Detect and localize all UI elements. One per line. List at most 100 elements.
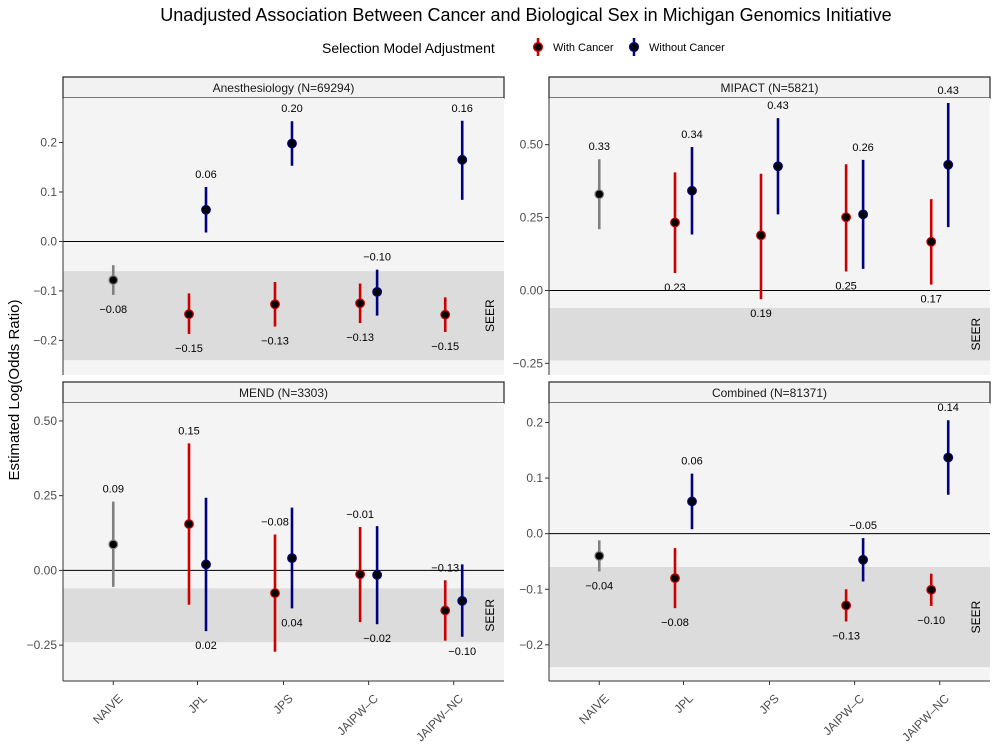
seer-band bbox=[549, 567, 990, 668]
legend-label-without-cancer: Without Cancer bbox=[649, 42, 725, 54]
seer-band bbox=[549, 307, 990, 361]
x-tick-label-jaipw-nc: JAIPW–NC bbox=[413, 691, 466, 744]
value-label-naive-naive: 0.09 bbox=[103, 484, 124, 496]
value-label-naive-naive: −0.08 bbox=[99, 304, 127, 316]
facet-strip-label: Anesthesiology (N=69294) bbox=[213, 81, 355, 95]
point-jaipw-c-with-cancer bbox=[841, 600, 852, 611]
value-label-naive-naive: −0.04 bbox=[585, 580, 613, 592]
x-tick-label-jpl: JPL bbox=[671, 691, 696, 716]
legend-key-without-cancer bbox=[628, 38, 640, 56]
facet-strip-label: Combined (N=81371) bbox=[712, 386, 827, 400]
y-tick-label: 0.0 bbox=[40, 234, 57, 248]
value-label-jaipw-nc-without-cancer: 0.43 bbox=[938, 85, 959, 97]
value-label-jaipw-c-without-cancer: −0.10 bbox=[363, 252, 391, 264]
value-label-naive-naive: 0.33 bbox=[589, 141, 610, 153]
y-tick-label: −0.25 bbox=[27, 638, 58, 652]
x-tick-label-naive: NAIVE bbox=[576, 691, 611, 726]
point-naive-naive bbox=[594, 189, 605, 200]
value-label-jpl-without-cancer: 0.02 bbox=[195, 640, 216, 652]
point-jaipw-c-with-cancer bbox=[355, 569, 366, 580]
y-tick-label: −0.2 bbox=[33, 333, 57, 347]
x-tick-label-jps: JPS bbox=[270, 691, 295, 716]
point-naive-naive bbox=[108, 275, 119, 285]
seer-band bbox=[63, 271, 504, 361]
point-jaipw-nc-with-cancer bbox=[440, 605, 451, 616]
value-label-jaipw-nc-with-cancer: −0.15 bbox=[431, 341, 459, 353]
y-tick-label: 0.50 bbox=[520, 138, 544, 152]
point-jps-without-cancer bbox=[287, 553, 297, 564]
point-jaipw-nc-with-cancer bbox=[440, 309, 451, 320]
point-jps-with-cancer bbox=[270, 588, 280, 599]
facet-strip-label: MIPACT (N=5821) bbox=[721, 81, 819, 95]
y-tick-label: −0.1 bbox=[33, 284, 57, 298]
point-jpl-without-cancer bbox=[687, 496, 697, 507]
point-jaipw-c-with-cancer bbox=[355, 298, 366, 309]
y-tick-label: 0.2 bbox=[526, 415, 543, 429]
point-jaipw-nc-without-cancer bbox=[457, 595, 468, 606]
legend-key-without-cancer-dot bbox=[628, 41, 640, 53]
point-jaipw-c-without-cancer bbox=[858, 554, 869, 565]
value-label-jaipw-c-without-cancer: −0.02 bbox=[363, 633, 391, 645]
seer-label: SEER bbox=[969, 318, 983, 351]
value-label-jaipw-nc-with-cancer: −0.10 bbox=[917, 615, 945, 627]
x-tick-label-jaipw-nc: JAIPW–NC bbox=[899, 691, 952, 744]
legend-key-with-cancer-dot bbox=[532, 41, 544, 53]
panel-mipact-n-5821: MIPACT (N=5821) SEER −0.25 0.00 0.25 0.50 0.33… bbox=[513, 76, 991, 375]
point-jps-without-cancer bbox=[773, 161, 783, 172]
y-axis-title: Estimated Log(Odds Ratio) bbox=[6, 300, 23, 481]
x-tick-label-jaipw-c: JAIPW–C bbox=[334, 691, 381, 738]
point-jaipw-c-without-cancer bbox=[372, 569, 383, 580]
value-label-jaipw-c-with-cancer: −0.13 bbox=[346, 332, 374, 344]
value-label-jaipw-c-with-cancer: 0.25 bbox=[835, 280, 856, 292]
y-tick-label: 0.00 bbox=[520, 283, 544, 297]
point-jaipw-nc-without-cancer bbox=[943, 159, 954, 170]
x-tick-label-jaipw-c: JAIPW–C bbox=[820, 691, 867, 738]
value-label-jaipw-nc-without-cancer: −0.10 bbox=[448, 646, 476, 658]
facet-strip-label: MEND (N=3303) bbox=[239, 386, 328, 400]
x-tick-label-naive: NAIVE bbox=[90, 691, 125, 726]
legend-label-with-cancer: With Cancer bbox=[553, 42, 614, 54]
y-tick-label: 0.1 bbox=[40, 185, 57, 199]
value-label-jaipw-c-with-cancer: −0.01 bbox=[346, 509, 374, 521]
point-jpl-with-cancer bbox=[184, 519, 194, 529]
value-label-jps-with-cancer: −0.08 bbox=[261, 517, 289, 529]
seer-label: SEER bbox=[483, 299, 497, 332]
point-jpl-with-cancer bbox=[670, 573, 680, 584]
seer-label: SEER bbox=[969, 600, 983, 633]
point-jps-with-cancer bbox=[756, 230, 766, 241]
y-tick-label: 0.25 bbox=[520, 211, 544, 225]
value-label-jps-without-cancer: 0.04 bbox=[281, 617, 302, 629]
y-tick-label: 0.25 bbox=[34, 489, 58, 503]
y-tick-label: −0.25 bbox=[513, 356, 544, 370]
x-tick-label-jpl: JPL bbox=[185, 691, 210, 716]
value-label-jaipw-nc-with-cancer: 0.17 bbox=[921, 294, 942, 306]
point-naive-naive bbox=[594, 551, 605, 561]
value-label-jaipw-nc-without-cancer: 0.16 bbox=[452, 103, 473, 115]
point-jaipw-nc-without-cancer bbox=[943, 452, 954, 463]
seer-label: SEER bbox=[483, 599, 497, 632]
value-label-jpl-with-cancer: 0.23 bbox=[664, 282, 685, 294]
value-label-jps-with-cancer: −0.13 bbox=[261, 336, 289, 348]
value-label-jps-without-cancer: 0.20 bbox=[281, 103, 302, 115]
value-label-jpl-with-cancer: −0.15 bbox=[175, 343, 203, 355]
value-label-jps-without-cancer: 0.43 bbox=[767, 100, 788, 112]
value-label-jaipw-nc-without-cancer: 0.14 bbox=[938, 402, 959, 414]
value-label-jaipw-c-without-cancer: 0.26 bbox=[852, 142, 873, 154]
point-jps-with-cancer bbox=[270, 299, 280, 310]
y-tick-label: −0.1 bbox=[519, 582, 543, 596]
value-label-jpl-without-cancer: 0.34 bbox=[681, 129, 702, 141]
point-jaipw-nc-with-cancer bbox=[926, 236, 937, 247]
point-jaipw-c-without-cancer bbox=[372, 287, 383, 297]
panel-combined-n-81371: Combined (N=81371) SEER −0.2 −0.1 0.0 0.1 0.2 N… bbox=[519, 381, 991, 744]
point-jaipw-c-with-cancer bbox=[841, 212, 852, 223]
chart-title: Unadjusted Association Between Cancer an… bbox=[160, 5, 891, 25]
point-jps-without-cancer bbox=[287, 138, 297, 149]
value-label-jaipw-nc-with-cancer: −0.13 bbox=[431, 562, 459, 574]
y-tick-label: 0.2 bbox=[40, 136, 57, 150]
value-label-jpl-without-cancer: 0.06 bbox=[681, 456, 702, 468]
point-jaipw-c-without-cancer bbox=[858, 209, 869, 220]
legend-title: Selection Model Adjustment bbox=[322, 40, 495, 56]
y-tick-label: −0.2 bbox=[519, 638, 543, 652]
seer-band bbox=[63, 588, 504, 643]
